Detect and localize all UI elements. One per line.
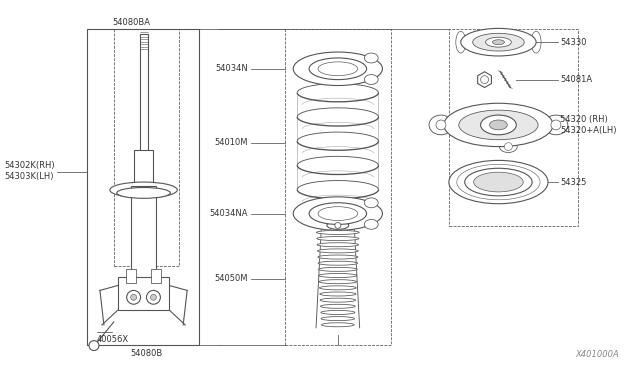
Circle shape [504,142,512,151]
Ellipse shape [486,37,511,47]
Bar [285,29,392,344]
Text: 54320+A(LH): 54320+A(LH) [560,126,616,135]
Text: 54050M: 54050M [214,274,248,283]
Ellipse shape [317,249,358,253]
Ellipse shape [318,261,358,265]
Ellipse shape [317,237,359,241]
Ellipse shape [316,230,359,234]
Ellipse shape [317,255,358,259]
Bar [114,29,179,266]
Ellipse shape [481,115,516,135]
Ellipse shape [544,115,568,135]
Text: 54080BA: 54080BA [113,18,150,27]
Text: 54302K(RH): 54302K(RH) [4,161,56,170]
Ellipse shape [473,33,524,51]
Ellipse shape [309,203,367,224]
Circle shape [89,341,99,350]
Bar [449,29,578,227]
Circle shape [150,294,156,300]
Bar [134,150,154,187]
Circle shape [147,291,161,304]
Text: 54034NA: 54034NA [209,209,248,218]
Ellipse shape [465,168,532,196]
Text: 54080B: 54080B [131,349,163,358]
Bar [152,269,161,283]
Text: 54034N: 54034N [215,64,248,73]
Ellipse shape [321,311,355,314]
Circle shape [481,76,488,84]
Ellipse shape [309,58,367,80]
Text: X401000A: X401000A [575,350,620,359]
Bar [118,277,170,310]
Circle shape [131,294,136,300]
Ellipse shape [293,197,383,230]
Ellipse shape [317,243,358,247]
Circle shape [551,120,561,130]
Ellipse shape [321,317,355,321]
Ellipse shape [531,31,541,53]
Ellipse shape [456,31,466,53]
Ellipse shape [320,298,356,302]
Ellipse shape [318,207,358,221]
Bar [140,34,147,153]
Ellipse shape [459,110,538,140]
Ellipse shape [320,292,356,296]
Text: 54320 (RH): 54320 (RH) [560,115,607,124]
Ellipse shape [319,280,356,284]
Ellipse shape [474,172,524,192]
Bar [131,186,156,280]
Ellipse shape [321,304,355,308]
Circle shape [127,291,141,304]
Ellipse shape [364,219,378,229]
Ellipse shape [319,273,357,278]
Ellipse shape [318,62,358,76]
Ellipse shape [364,198,378,208]
Text: 54010M: 54010M [214,138,248,147]
Ellipse shape [499,141,517,153]
Circle shape [335,222,341,228]
Bar [125,269,136,283]
Text: 40056X: 40056X [97,335,129,344]
Ellipse shape [364,53,378,63]
Ellipse shape [327,221,349,230]
Ellipse shape [461,28,536,56]
Ellipse shape [364,75,378,84]
Bar [87,29,199,344]
Text: 54330: 54330 [560,38,586,46]
Text: 54081A: 54081A [560,75,592,84]
Text: 54303K(LH): 54303K(LH) [4,171,54,181]
Text: 54325: 54325 [560,177,586,187]
Ellipse shape [110,182,177,198]
Ellipse shape [293,52,383,86]
Ellipse shape [319,267,357,271]
Ellipse shape [116,187,170,198]
Ellipse shape [444,103,553,147]
Ellipse shape [490,120,508,130]
Ellipse shape [429,115,453,135]
Ellipse shape [319,286,356,290]
Ellipse shape [493,40,504,45]
Circle shape [436,120,446,130]
Ellipse shape [449,160,548,204]
Ellipse shape [321,323,354,327]
